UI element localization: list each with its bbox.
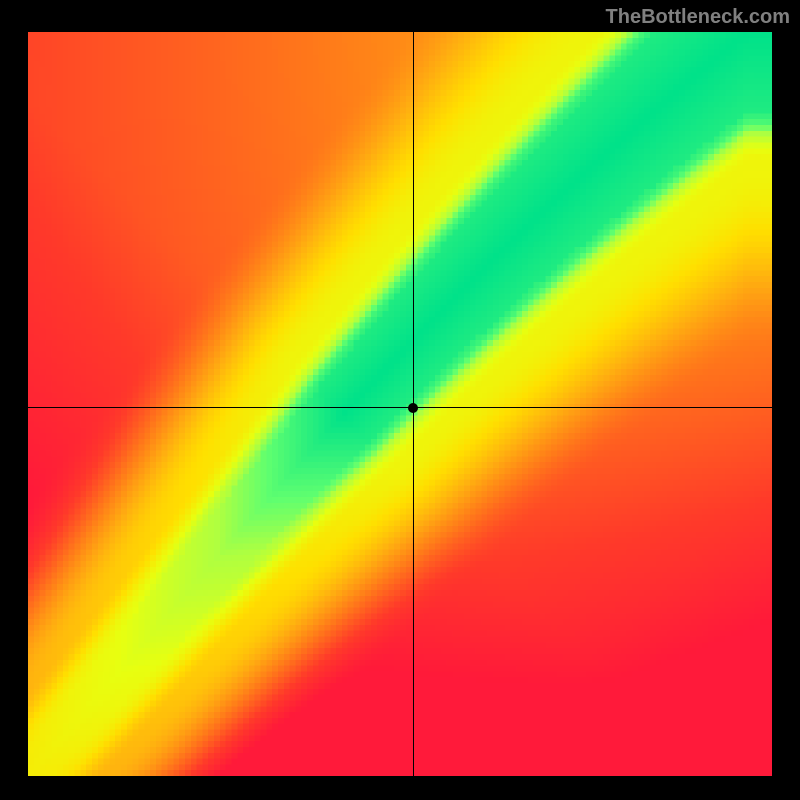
chart-container: { "watermark": { "text": "TheBottleneck.… [0,0,800,800]
bottleneck-heatmap [28,32,772,776]
selection-marker-dot [408,403,418,413]
watermark-text: TheBottleneck.com [606,6,790,29]
crosshair-horizontal [28,407,772,408]
